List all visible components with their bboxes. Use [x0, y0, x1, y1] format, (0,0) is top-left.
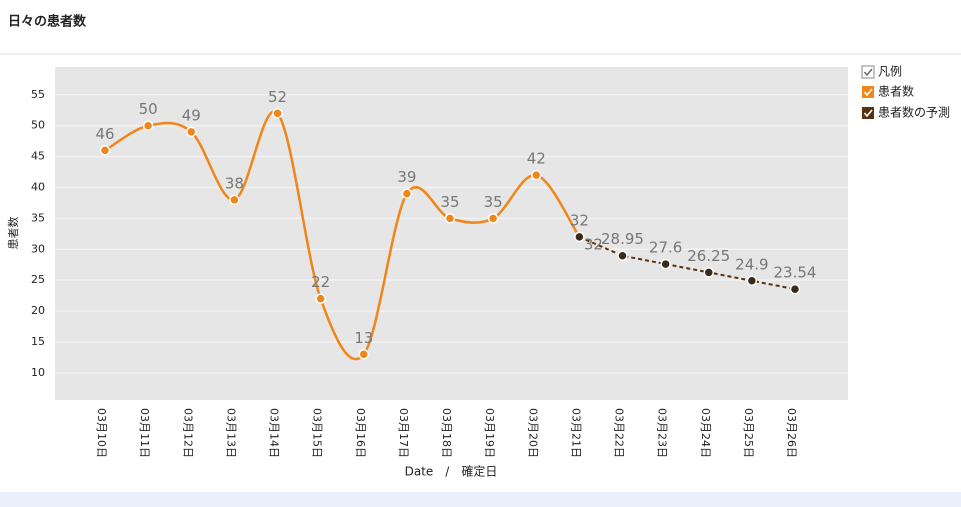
x-tick-label: 03月25日: [742, 408, 755, 458]
data-point: [401, 188, 413, 199]
data-point: [574, 231, 585, 243]
legend-checkbox[interactable]: [862, 86, 874, 98]
data-point: [703, 267, 714, 278]
legend-label: 患者数の予測: [878, 105, 950, 120]
data-point: [142, 120, 154, 131]
x-tick-label: 03月23日: [656, 408, 669, 458]
data-label: 35: [484, 193, 503, 211]
data-point: [660, 258, 671, 270]
data-point: [444, 213, 456, 224]
legend-checkbox[interactable]: [861, 65, 875, 79]
data-point: [358, 349, 369, 360]
data-label: 39: [397, 168, 416, 186]
y-tick-label: 55: [31, 88, 45, 101]
y-tick-label: 40: [31, 180, 45, 193]
x-axis-title: Date / 確定日: [405, 464, 498, 479]
x-tick-label: 03月26日: [785, 408, 798, 458]
data-label: 23.54: [774, 264, 817, 282]
x-tick-label: 03月15日: [311, 408, 324, 458]
data-label: 32: [570, 211, 589, 229]
y-tick-label: 50: [31, 119, 45, 132]
data-point: [315, 293, 326, 304]
x-tick-label: 03月13日: [224, 408, 237, 458]
data-label: 52: [268, 88, 287, 106]
x-tick-label: 03月18日: [440, 408, 453, 458]
y-tick-label: 35: [31, 211, 45, 224]
data-label: 26.25: [687, 247, 730, 265]
x-tick-label: 03月14日: [268, 408, 281, 458]
x-tick-label: 03月17日: [397, 408, 410, 458]
y-tick-label: 15: [31, 335, 45, 348]
x-tick-label: 03月16日: [354, 408, 367, 458]
y-tick-label: 45: [31, 150, 45, 163]
data-label: 27.6: [649, 239, 682, 257]
x-tick-label: 03月20日: [526, 408, 539, 458]
x-tick-label: 03月19日: [483, 408, 496, 458]
check: [863, 109, 873, 118]
data-point: [746, 275, 758, 287]
data-label: 38: [225, 174, 244, 192]
data-point: [272, 108, 283, 119]
data-point: [789, 283, 801, 295]
y-tick-label: 10: [31, 366, 45, 379]
x-tick-label: 03月22日: [613, 408, 626, 458]
legend-label: 患者数: [878, 84, 914, 99]
data-label: 22: [311, 273, 330, 291]
legend-title: 凡例: [878, 65, 902, 79]
x-tick-label: 03月10日: [95, 408, 108, 458]
data-label: 13: [354, 329, 373, 347]
x-tick-label: 03月21日: [569, 408, 582, 458]
data-label: 32: [584, 235, 603, 253]
data-point: [186, 126, 197, 138]
data-label: 35: [440, 193, 459, 211]
footer-band: [0, 492, 961, 507]
data-label: 46: [95, 125, 114, 143]
page-title: 日々の患者数: [8, 14, 87, 30]
check: [863, 88, 873, 97]
data-point: [531, 169, 542, 181]
check: [863, 68, 873, 77]
data-label: 42: [527, 150, 546, 168]
x-tick-label: 03月12日: [181, 408, 194, 458]
data-point: [487, 213, 499, 224]
data-label: 24.9: [735, 255, 768, 273]
data-label: 49: [182, 106, 201, 124]
data-point: [99, 145, 111, 156]
y-tick-label: 25: [31, 273, 45, 286]
y-tick-label: 30: [31, 242, 45, 255]
y-axis-title: 患者数: [7, 217, 20, 250]
data-point: [617, 250, 628, 261]
plot-area: [55, 67, 848, 400]
x-tick-label: 03月24日: [699, 408, 712, 458]
y-tick-label: 20: [31, 304, 45, 317]
data-label: 50: [139, 100, 158, 118]
x-tick-label: 03月11日: [138, 408, 151, 458]
legend-checkbox[interactable]: [862, 107, 874, 119]
data-label: 28.95: [601, 230, 644, 248]
data-point: [229, 194, 240, 206]
